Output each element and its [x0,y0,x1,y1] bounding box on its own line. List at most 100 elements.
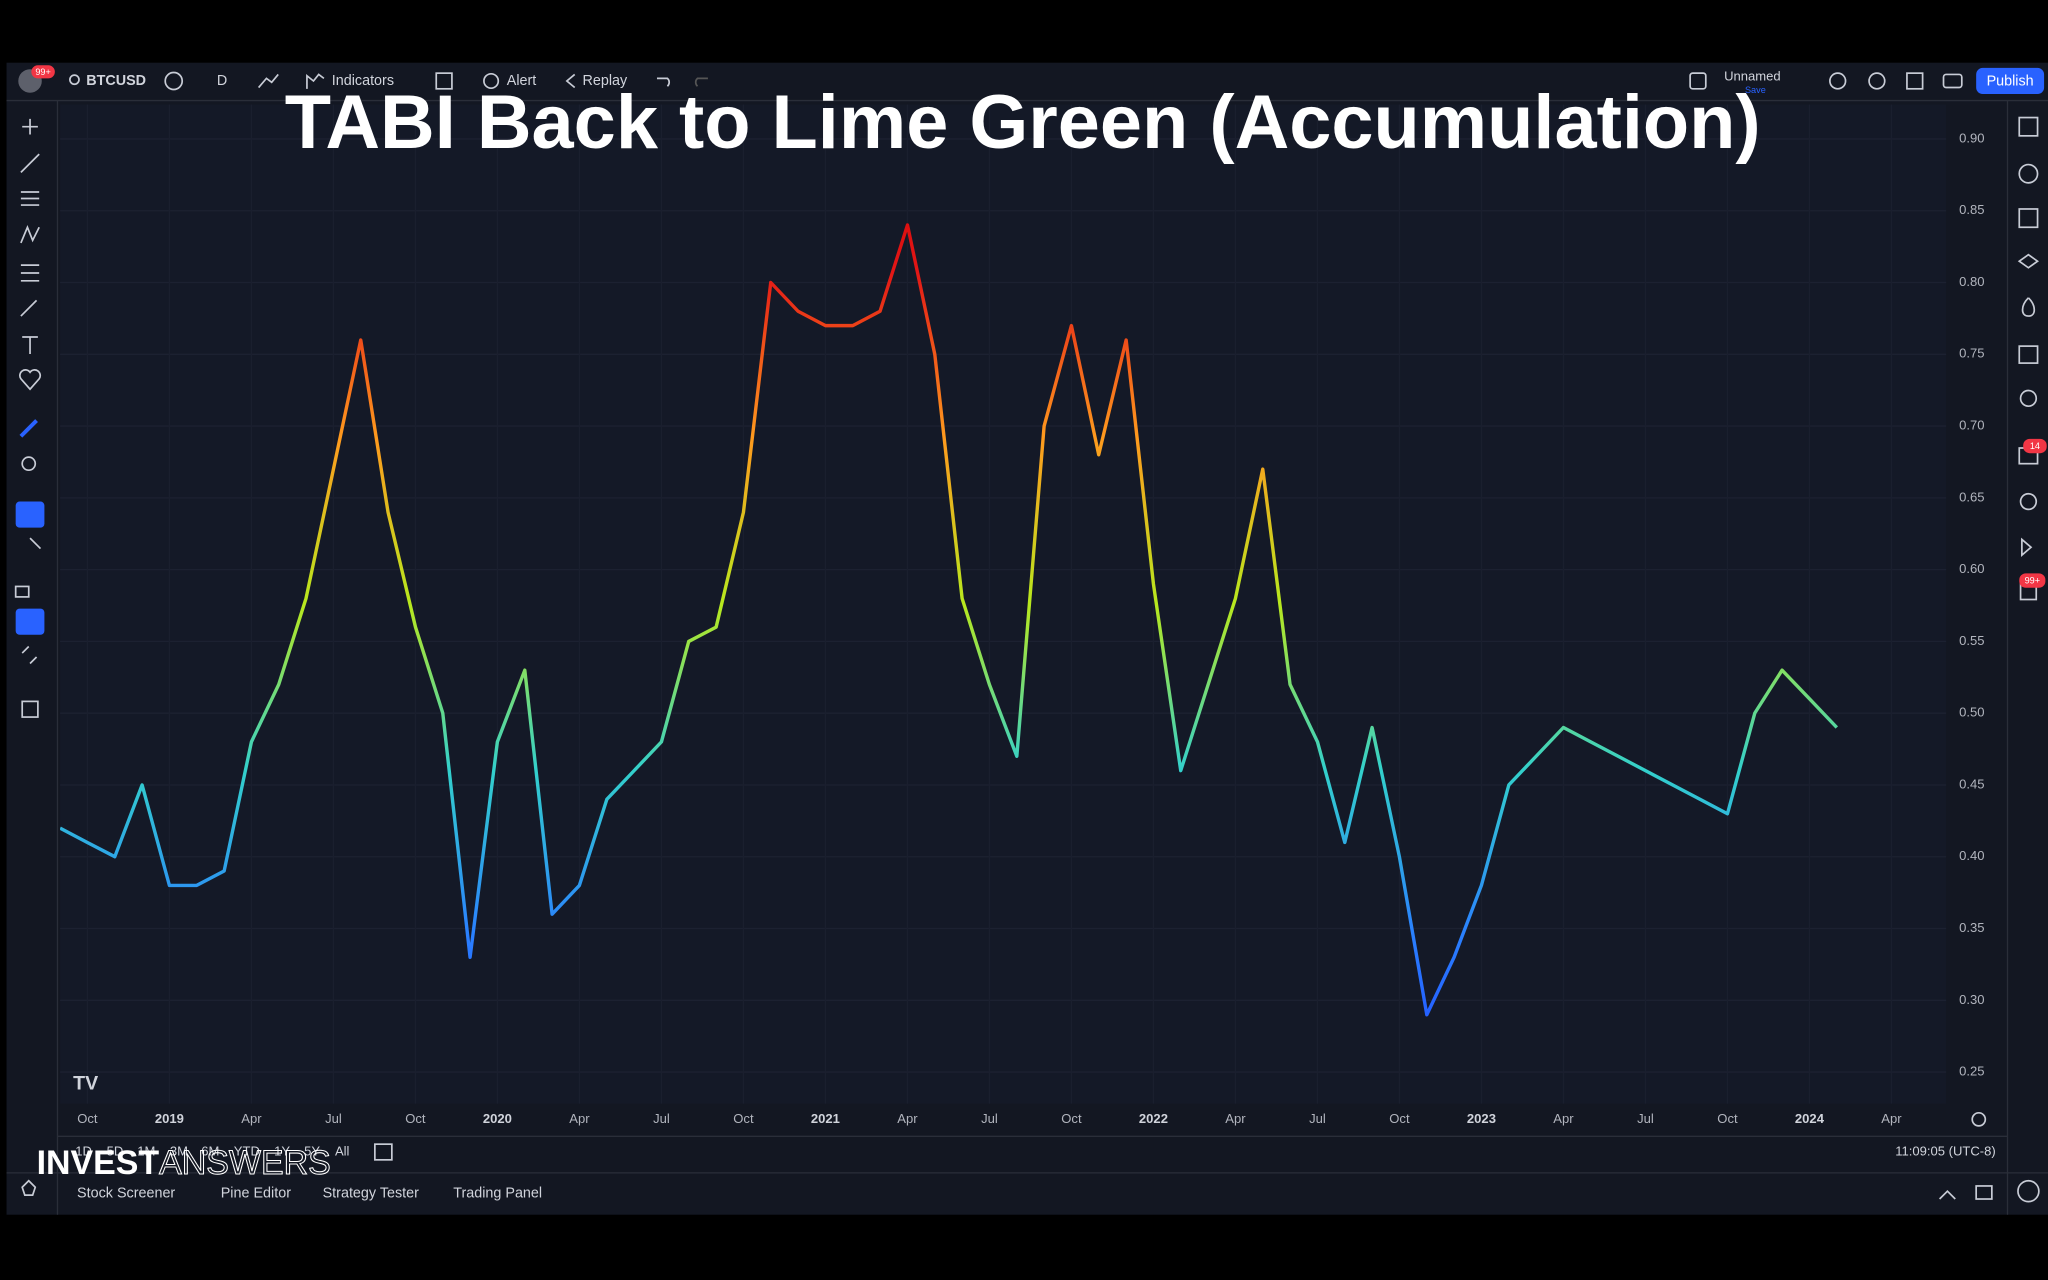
streams-icon[interactable] [2019,492,2038,511]
x-tick-label: 2024 [1795,1111,1825,1126]
timestamp: 11:09:05 (UTC-8) [1895,1143,1996,1158]
publish-button[interactable] [1976,67,2045,95]
alerts-icon[interactable] [2018,163,2039,184]
y-tick-label: 0.40 [1959,848,1984,863]
bottom-tab[interactable]: Stock Screener [77,1186,175,1202]
bottom-tab[interactable]: Strategy Tester [323,1186,420,1202]
layout-icon [1689,72,1707,90]
redo-icon[interactable] [694,77,708,87]
chart-type-icon[interactable] [257,73,279,89]
range-button[interactable]: All [335,1143,350,1158]
templates-icon[interactable] [435,72,453,90]
badge-text: 99+ [35,67,50,77]
trash-tool[interactable] [21,700,39,718]
range-button[interactable]: 1D [75,1143,92,1158]
maximize-icon[interactable] [1975,1185,1993,1200]
magnet-tool[interactable] [15,501,45,528]
x-tick-label: Oct [1717,1111,1738,1126]
save[interactable]: Save [1745,85,1766,95]
snapshot-icon[interactable] [1942,73,1963,89]
text-tool[interactable] [22,336,38,354]
compare-icon[interactable] [164,71,184,91]
x-tick-label: Apr [1225,1111,1246,1126]
x-tick-label: Apr [569,1111,590,1126]
date-range-icon[interactable] [374,1143,393,1161]
stay-drawing-tool[interactable] [29,537,42,550]
y-tick-label: 0.75 [1959,346,1984,361]
replay[interactable]: Replay [583,73,629,89]
ideas-icon[interactable] [2019,389,2038,408]
hotlist-icon[interactable] [2021,297,2036,317]
fib-tool[interactable] [20,191,40,206]
x-tick-label: Apr [1881,1111,1902,1126]
brush-tool[interactable] [20,299,38,317]
layers-icon[interactable] [2017,253,2040,269]
symbol[interactable]: BTCUSD [86,73,146,89]
range-button[interactable]: 6M [201,1143,219,1158]
measure-tool[interactable] [19,419,38,438]
x-tick-label: 2021 [811,1111,840,1126]
crosshair-tool[interactable] [22,118,38,135]
help-icon[interactable] [2017,1179,2040,1203]
plot-area [60,104,1947,1104]
right-sidebar [2017,116,2040,601]
bottom-tab[interactable]: Pine Editor [221,1186,291,1202]
x-tick-label: Oct [405,1111,426,1126]
x-tick-label: Oct [77,1111,98,1126]
trend-line-tool[interactable] [20,153,40,174]
indicators-icon [306,73,325,89]
y-tick-label: 0.30 [1959,992,1984,1007]
screener-icon[interactable] [1829,72,1847,90]
bottom-tab[interactable]: Trading Panel [453,1186,542,1202]
alert-icon [483,72,500,90]
badge [2023,438,2047,454]
hide-tool[interactable] [15,608,45,635]
x-tick-label: Jul [1637,1111,1654,1126]
axis-settings-icon[interactable] [1971,1111,1987,1127]
settings-icon[interactable] [1868,72,1886,90]
tradingview-logo: TV [73,1072,98,1094]
fullscreen-icon[interactable] [1906,72,1924,90]
x-tick-label: 2022 [1139,1111,1168,1126]
range-button[interactable]: YTD [234,1143,260,1158]
chart: 0.25 0.30 0.35 0.40 0.45 0.50 0.55 0.60 0.65 0.70… [60,104,1985,1126]
layout-name[interactable]: Unnamed [1724,69,1781,84]
projection-tool[interactable] [20,264,40,282]
watchlist-icon[interactable] [2018,116,2039,137]
collapse-icon[interactable] [1938,1189,1956,1200]
publish: Publish [1987,73,2034,89]
favorite-icon[interactable] [21,1179,37,1196]
indicators[interactable]: Indicators [332,73,394,89]
link-tool[interactable] [21,645,38,665]
x-tick-label: Jul [981,1111,998,1126]
y-tick-label: 0.70 [1959,418,1984,433]
bottom-tabs: Stock Screener Pine Editor Strategy Tester… [77,1186,542,1202]
x-tick-label: 2023 [1467,1111,1496,1126]
badge [2019,573,2046,588]
y-tick-label: 0.35 [1959,920,1984,935]
icon-tool[interactable] [19,369,42,391]
interval[interactable]: D [217,73,227,89]
undo-icon[interactable] [656,77,670,87]
search-icon [69,74,80,86]
range-button[interactable]: 1Y [274,1143,290,1158]
lock-tool[interactable] [14,585,30,598]
alert[interactable]: Alert [507,73,537,89]
calendar-icon[interactable] [2018,345,2039,364]
data-window-icon[interactable] [2018,208,2039,229]
replay-panel-icon[interactable] [2021,537,2033,557]
range-button[interactable]: 5Y [304,1143,320,1158]
range-button[interactable]: 3M [170,1143,188,1158]
y-tick-label: 0.80 [1959,274,1984,289]
watermark-light: ANSWERS [159,1144,331,1182]
x-tick-label: 2019 [155,1111,184,1126]
zoom-tool[interactable] [21,456,37,472]
range-button[interactable]: 5D [107,1143,124,1158]
tabi-line [60,223,1839,1017]
badge-text: 99+ [2025,576,2040,586]
x-tick-label: Oct [733,1111,754,1126]
range-button[interactable]: 1M [137,1143,155,1158]
pattern-tool[interactable] [20,225,40,244]
